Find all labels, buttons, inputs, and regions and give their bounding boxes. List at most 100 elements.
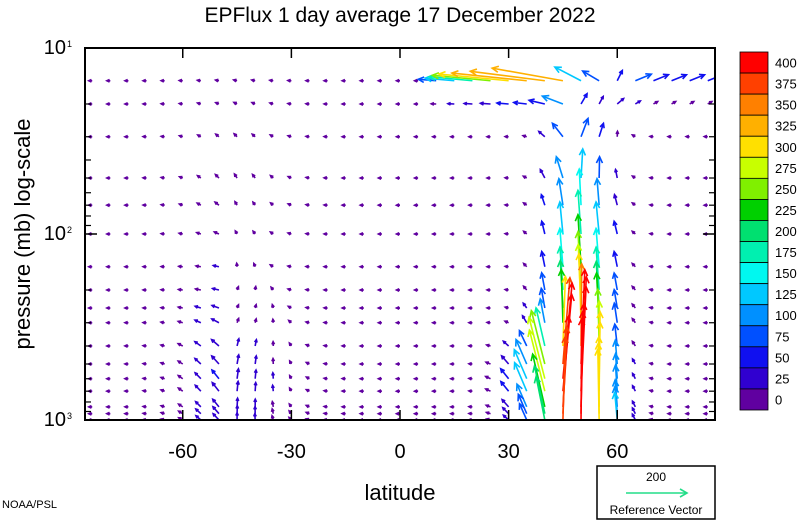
flux-vector xyxy=(358,78,364,83)
colorbar-label: 300 xyxy=(775,140,797,155)
flux-vector xyxy=(322,287,328,292)
flux-vector xyxy=(630,175,636,180)
flux-vector xyxy=(515,382,528,408)
flux-vector xyxy=(561,334,569,420)
flux-vector xyxy=(123,175,129,181)
flux-vector xyxy=(394,287,401,293)
flux-vector xyxy=(159,287,165,292)
flux-vector xyxy=(484,404,491,408)
flux-vector xyxy=(702,134,708,139)
flux-vector xyxy=(631,317,636,324)
flux-vector xyxy=(631,384,637,392)
flux-vector xyxy=(412,320,419,325)
flux-vector xyxy=(485,175,491,181)
colorbar-swatch xyxy=(739,114,769,137)
flux-vector xyxy=(159,203,165,208)
flux-vector xyxy=(195,78,201,83)
flux-vector xyxy=(666,376,672,381)
flux-vector xyxy=(517,392,528,415)
flux-vector xyxy=(123,343,129,348)
flux-vector xyxy=(702,175,708,181)
x-tick-label: -30 xyxy=(277,441,306,463)
flux-vector xyxy=(358,411,364,416)
flux-vector xyxy=(304,175,310,180)
flux-vector xyxy=(500,398,510,408)
flux-vector xyxy=(684,343,690,349)
flux-vector xyxy=(522,262,528,268)
flux-vector xyxy=(211,381,220,392)
flux-vector xyxy=(462,101,473,106)
flux-vector xyxy=(210,304,220,309)
flux-vector xyxy=(193,340,202,347)
colorbar-swatch xyxy=(739,262,769,285)
flux-vector xyxy=(286,134,292,139)
flux-vector xyxy=(635,73,654,82)
flux-vector xyxy=(177,231,183,236)
colorbar-label: 75 xyxy=(775,329,789,344)
flux-vector xyxy=(430,203,437,208)
flux-vector xyxy=(236,353,241,365)
flux-vector xyxy=(671,73,689,82)
flux-vector xyxy=(253,380,258,392)
flux-vector xyxy=(253,404,258,414)
flux-vector xyxy=(268,134,274,138)
colorbar-swatch xyxy=(739,241,769,263)
flux-vector xyxy=(177,202,184,207)
flux-vector xyxy=(123,376,129,381)
flux-vector xyxy=(684,175,690,181)
flux-vector xyxy=(580,92,588,105)
flux-vector xyxy=(194,231,202,236)
flux-vector xyxy=(304,287,310,292)
flux-vector xyxy=(195,101,202,106)
flux-vector xyxy=(288,402,293,408)
flux-vector xyxy=(105,389,111,394)
flux-vector xyxy=(376,134,382,139)
flux-vector xyxy=(412,264,419,269)
flux-vector xyxy=(430,361,437,367)
flux-vector xyxy=(671,100,678,105)
flux-vector xyxy=(194,400,202,408)
flux-vector xyxy=(322,231,328,236)
flux-vector xyxy=(521,134,527,139)
flux-vector xyxy=(123,264,129,269)
flux-vector xyxy=(430,264,437,269)
flux-vector xyxy=(612,338,620,365)
flux-vector xyxy=(684,376,690,381)
flux-vector xyxy=(287,319,292,324)
colorbar-swatch xyxy=(739,325,769,348)
flux-vector xyxy=(485,134,491,139)
flux-vector xyxy=(666,264,672,269)
flux-vector xyxy=(141,305,147,310)
flux-vector xyxy=(577,317,586,420)
flux-vector xyxy=(340,404,346,409)
flux-vector xyxy=(514,337,528,365)
flux-vector xyxy=(666,389,672,394)
flux-vector xyxy=(123,389,129,394)
flux-vector xyxy=(340,411,346,416)
flux-vector xyxy=(702,361,708,367)
flux-vector xyxy=(304,388,310,393)
flux-vector xyxy=(304,264,310,269)
flux-vector xyxy=(105,101,111,107)
flux-vector xyxy=(123,203,129,208)
flux-vector xyxy=(105,264,111,269)
flux-vector xyxy=(648,320,654,325)
flux-vector xyxy=(252,411,257,420)
flux-vector xyxy=(648,388,654,393)
flux-vector xyxy=(340,305,346,311)
flux-vector xyxy=(376,101,382,107)
flux-vector xyxy=(322,175,328,180)
flux-vector xyxy=(630,230,636,235)
flux-vector xyxy=(412,376,419,381)
x-tick-label: 0 xyxy=(394,441,405,463)
flux-vector xyxy=(159,134,165,139)
flux-vector xyxy=(702,320,708,325)
flux-vector xyxy=(446,101,455,106)
x-tick-label: 60 xyxy=(606,441,628,463)
flux-vector xyxy=(105,134,111,139)
flux-vector xyxy=(412,78,419,83)
flux-vector xyxy=(430,305,437,311)
flux-vector xyxy=(123,305,129,311)
flux-vector xyxy=(448,231,455,237)
